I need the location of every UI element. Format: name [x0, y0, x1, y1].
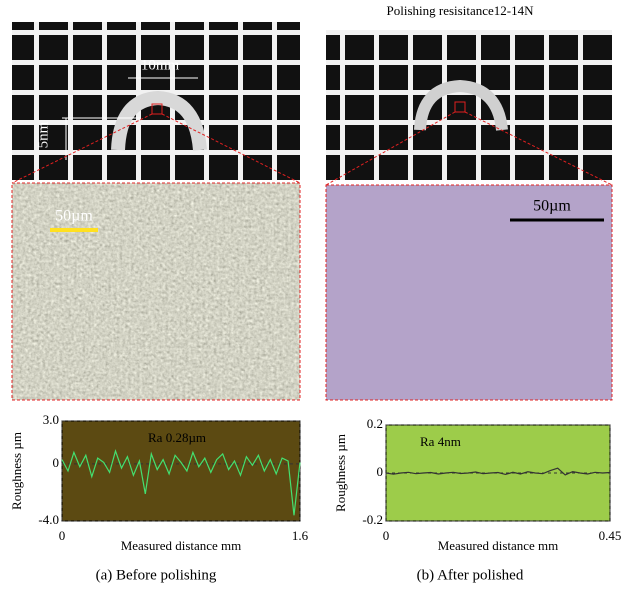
y-tick-label: 0	[377, 464, 384, 479]
y-axis-label: Roughness µm	[333, 434, 348, 512]
figure-title: Polishing resisitance12-14N	[387, 3, 535, 18]
x-tick-label: 0	[59, 528, 66, 543]
x-axis-label: Measured distance mm	[438, 538, 559, 553]
scale-label: 50µm	[533, 198, 571, 215]
y-tick-label: 3.0	[43, 412, 59, 427]
x-axis-label: Measured distance mm	[121, 538, 242, 553]
dim-label: 10mm	[141, 57, 180, 73]
dim-label: 5nm	[35, 121, 51, 148]
y-tick-label: -0.2	[362, 512, 383, 527]
annotation: Ra 4nm	[420, 434, 461, 449]
micrograph	[326, 185, 612, 400]
scale-label: 50µm	[55, 208, 93, 225]
annotation: Ra 0.28µm	[148, 430, 206, 445]
figure: Polishing resisitance12-14N 10mm 5nm 50µ…	[0, 0, 624, 587]
y-tick-label: -4.0	[38, 512, 59, 527]
caption: (a) Before polishing	[96, 567, 217, 583]
caption: (b) After polished	[417, 567, 524, 583]
y-tick-label: 0.2	[367, 416, 383, 431]
x-tick-label: 1.6	[292, 528, 309, 543]
x-tick-label: 0.45	[599, 528, 622, 543]
photo	[326, 30, 612, 180]
y-axis-label: Roughness µm	[9, 432, 24, 510]
y-tick-label: 0	[53, 455, 60, 470]
x-tick-label: 0	[383, 528, 390, 543]
